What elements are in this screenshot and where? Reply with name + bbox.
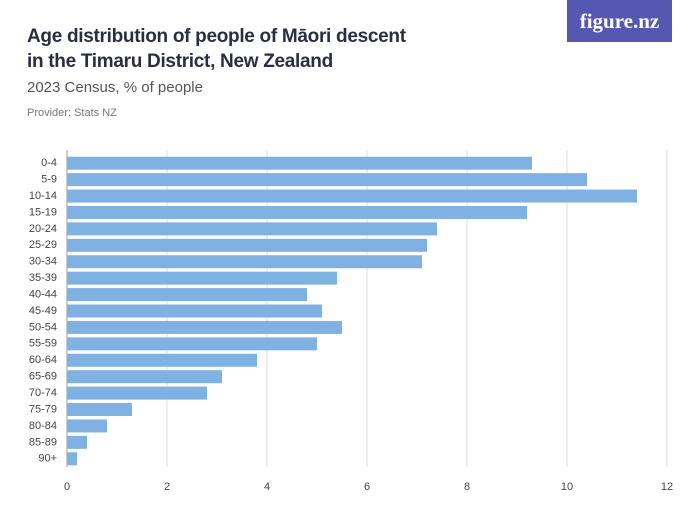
bar <box>67 435 87 449</box>
bar <box>67 255 422 269</box>
bar <box>67 452 77 466</box>
x-tick-label: 10 <box>561 481 573 493</box>
y-tick-label: 80-84 <box>29 420 57 432</box>
y-tick-label: 10-14 <box>29 190 57 202</box>
y-tick-label: 85-89 <box>29 436 57 448</box>
x-tick-label: 8 <box>464 481 470 493</box>
bar <box>67 403 132 417</box>
bar <box>67 419 107 433</box>
bar <box>67 189 637 203</box>
bar <box>67 320 342 334</box>
y-tick-label: 20-24 <box>29 223 57 235</box>
x-tick-label: 6 <box>364 481 370 493</box>
y-tick-label: 45-49 <box>29 305 57 317</box>
bar <box>67 337 317 351</box>
chart-title: Age distribution of people of Māori desc… <box>27 26 406 72</box>
logo[interactable]: figure.nz <box>567 0 672 42</box>
y-tick-label: 5-9 <box>41 174 57 186</box>
y-tick-label: 65-69 <box>29 371 57 383</box>
x-tick-label: 12 <box>661 481 673 493</box>
y-tick-label: 40-44 <box>29 288 57 300</box>
bar <box>67 238 427 252</box>
y-tick-label: 50-54 <box>29 321 57 333</box>
bar <box>67 353 257 367</box>
y-tick-label: 15-19 <box>29 206 57 218</box>
y-tick-label: 70-74 <box>29 387 57 399</box>
y-tick-label: 0-4 <box>41 157 57 169</box>
y-tick-label: 90+ <box>38 453 57 465</box>
chart-subtitle: 2023 Census, % of people <box>27 79 203 96</box>
y-tick-label: 25-29 <box>29 239 57 251</box>
bar <box>67 288 307 302</box>
chart-source: Provider: Stats NZ <box>27 107 117 119</box>
y-tick-label: 60-64 <box>29 354 57 366</box>
bar <box>67 173 587 187</box>
bar <box>67 370 222 384</box>
y-tick-label: 55-59 <box>29 338 57 350</box>
y-tick-label: 30-34 <box>29 256 57 268</box>
x-tick-label: 4 <box>264 481 270 493</box>
y-tick-label: 35-39 <box>29 272 57 284</box>
bar <box>67 205 527 219</box>
bar <box>67 222 437 236</box>
bar <box>67 271 337 285</box>
bar <box>67 386 207 400</box>
bar <box>67 304 322 318</box>
x-tick-label: 2 <box>164 481 170 493</box>
x-tick-label: 0 <box>64 481 70 493</box>
bar <box>67 156 532 170</box>
y-tick-label: 75-79 <box>29 403 57 415</box>
